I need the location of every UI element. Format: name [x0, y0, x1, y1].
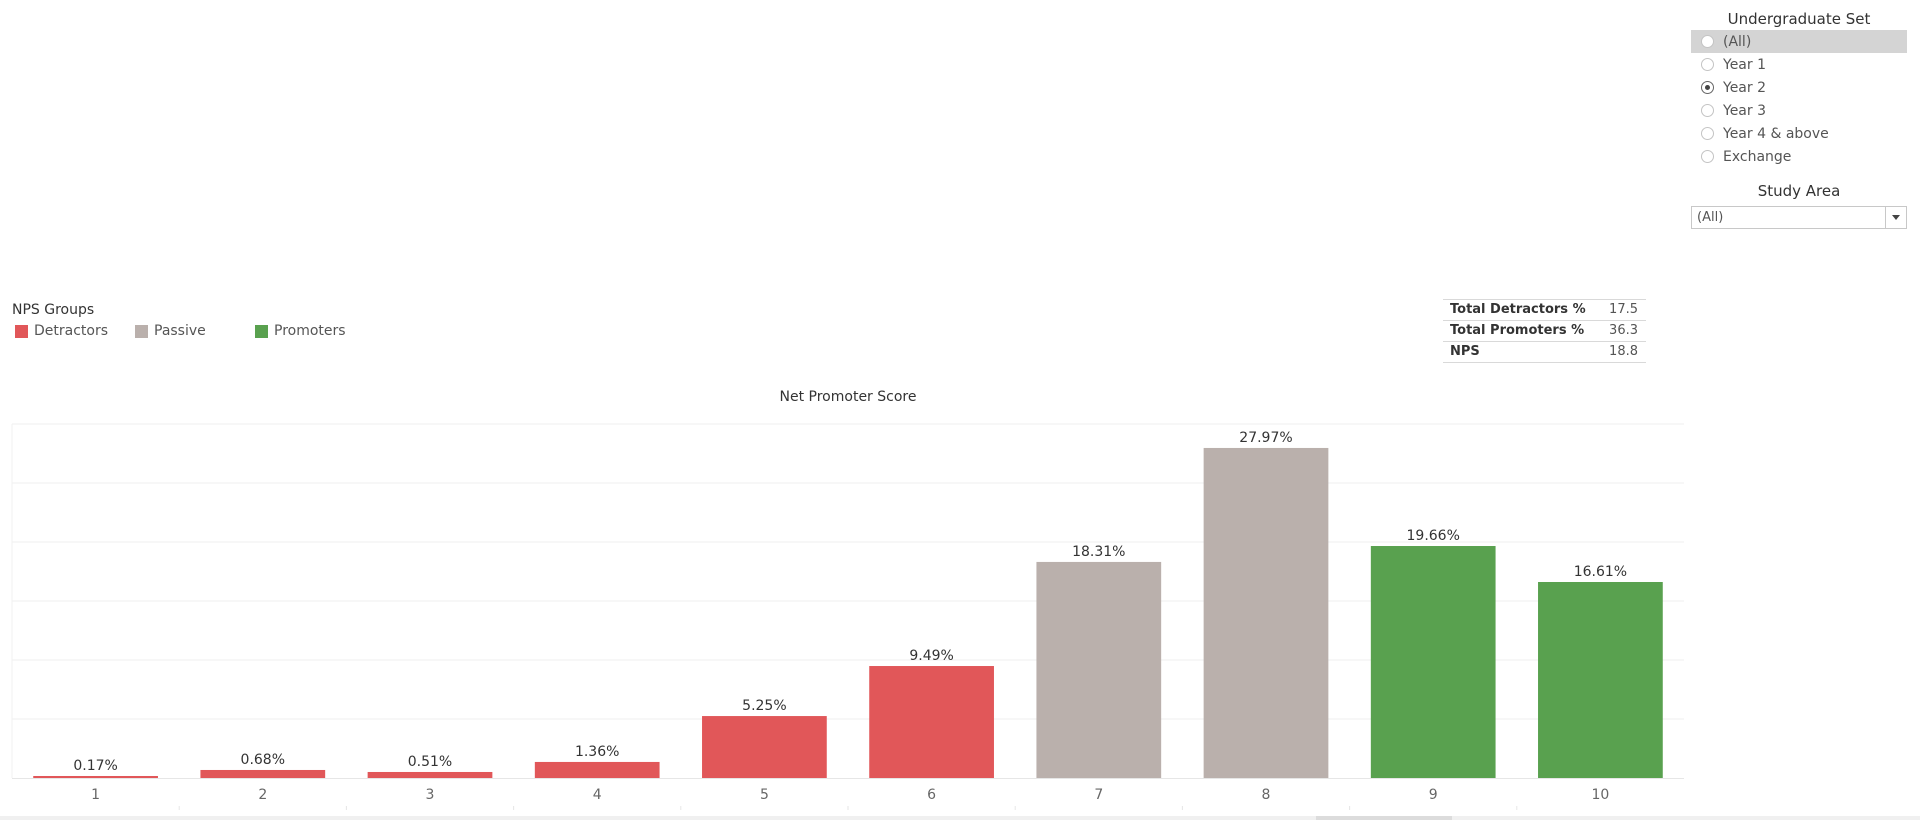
radio-option-label: Exchange: [1723, 148, 1792, 165]
data-label-3: 0.51%: [408, 754, 452, 770]
radio-option-label: Year 3: [1723, 102, 1766, 119]
radio-option-label: (All): [1723, 33, 1752, 50]
radio-option-year-1[interactable]: Year 1: [1691, 53, 1907, 76]
summary-value: 18.8: [1609, 344, 1638, 359]
data-label-9: 19.66%: [1407, 528, 1460, 544]
legend-label: Passive: [154, 323, 206, 339]
undergraduate-set-options: (All) Year 1 Year 2 Year 3 Year 4 & abov…: [1691, 30, 1907, 168]
bar-5[interactable]: [702, 716, 827, 778]
radio-icon: [1701, 35, 1714, 48]
data-label-10: 16.61%: [1574, 564, 1627, 580]
x-tick-label-6: 6: [927, 787, 936, 803]
data-label-4: 1.36%: [575, 744, 619, 760]
horizontal-scrollbar-thumb[interactable]: [1316, 816, 1452, 820]
radio-icon: [1701, 127, 1714, 140]
summary-row-nps: NPS 18.8: [1443, 342, 1646, 363]
x-tick-label-4: 4: [593, 787, 602, 803]
data-label-2: 0.68%: [241, 752, 285, 768]
summary-label: Total Promoters %: [1450, 323, 1585, 338]
legend-swatch-promoters: [255, 324, 268, 338]
summary-label: Total Detractors %: [1450, 302, 1586, 317]
bar-2[interactable]: [200, 769, 326, 778]
study-area-dropdown[interactable]: (All): [1691, 206, 1907, 229]
x-tick-label-10: 10: [1591, 787, 1609, 803]
bar-9[interactable]: [1370, 546, 1496, 778]
x-tick-label-3: 3: [426, 787, 435, 803]
chevron-down-icon: [1892, 215, 1900, 220]
horizontal-scrollbar-track[interactable]: [0, 816, 1920, 820]
bar-4[interactable]: [534, 761, 660, 778]
radio-icon: [1701, 150, 1714, 163]
bar-6[interactable]: [869, 666, 994, 778]
summary-table: Total Detractors % 17.5 Total Promoters …: [1443, 299, 1646, 363]
data-label-8: 27.97%: [1239, 430, 1292, 446]
x-tick-label-9: 9: [1429, 787, 1438, 803]
bar-1[interactable]: [33, 775, 158, 778]
data-label-1: 0.17%: [73, 758, 117, 774]
data-label-6: 9.49%: [909, 648, 953, 664]
x-tick-label-1: 1: [91, 787, 100, 803]
legend-label: Promoters: [274, 323, 346, 339]
legend-swatch-passive: [135, 324, 148, 338]
bar-3[interactable]: [367, 771, 493, 778]
chart-title: Net Promoter Score: [779, 389, 917, 405]
legend-item-promoters[interactable]: Promoters: [255, 320, 346, 342]
study-area-title: Study Area: [1757, 182, 1841, 200]
summary-value: 17.5: [1609, 302, 1638, 317]
radio-option-year-2[interactable]: Year 2: [1691, 76, 1907, 99]
summary-row-promoters: Total Promoters % 36.3: [1443, 321, 1646, 342]
radio-option-exchange[interactable]: Exchange: [1691, 145, 1907, 168]
x-tick-label-8: 8: [1262, 787, 1271, 803]
radio-option-all[interactable]: (All): [1691, 30, 1907, 53]
legend-swatch-detractors: [15, 324, 28, 338]
undergraduate-set-title: Undergraduate Set: [1727, 10, 1871, 28]
radio-option-label: Year 2: [1723, 79, 1766, 96]
radio-option-label: Year 1: [1723, 56, 1766, 73]
study-area-value: (All): [1697, 210, 1724, 225]
bar-8[interactable]: [1203, 447, 1329, 778]
x-tick-label-5: 5: [760, 787, 769, 803]
summary-label: NPS: [1450, 344, 1480, 359]
summary-row-detractors: Total Detractors % 17.5: [1443, 300, 1646, 321]
bar-10[interactable]: [1538, 582, 1663, 778]
nps-groups-legend: NPS Groups Detractors Passive Promoters: [12, 300, 346, 342]
radio-option-label: Year 4 & above: [1723, 125, 1829, 142]
dropdown-button[interactable]: [1885, 207, 1906, 228]
legend-title: NPS Groups: [12, 302, 95, 318]
radio-option-year-3[interactable]: Year 3: [1691, 99, 1907, 122]
data-label-5: 5.25%: [742, 698, 786, 714]
legend-item-detractors[interactable]: Detractors: [15, 320, 108, 342]
legend-item-passive[interactable]: Passive: [135, 320, 206, 342]
summary-value: 36.3: [1609, 323, 1638, 338]
x-tick-label-7: 7: [1094, 787, 1103, 803]
legend-label: Detractors: [34, 323, 109, 339]
x-tick-label-2: 2: [258, 787, 267, 803]
data-label-7: 18.31%: [1072, 544, 1125, 560]
nps-bar-chart: 0.17% 1 0.68% 2 0.51% 3 1.36% 4 5.25% 5 9.49% 6 18.3…: [11, 423, 1684, 810]
radio-checked-icon: [1701, 81, 1714, 94]
bar-7[interactable]: [1036, 561, 1162, 778]
radio-option-year-4-above[interactable]: Year 4 & above: [1691, 122, 1907, 145]
radio-icon: [1701, 58, 1714, 71]
radio-icon: [1701, 104, 1714, 117]
legend-items: Detractors Passive Promoters: [12, 320, 346, 342]
filter-panel: Undergraduate Set (All) Year 1 Year 2 Ye…: [1691, 8, 1907, 229]
